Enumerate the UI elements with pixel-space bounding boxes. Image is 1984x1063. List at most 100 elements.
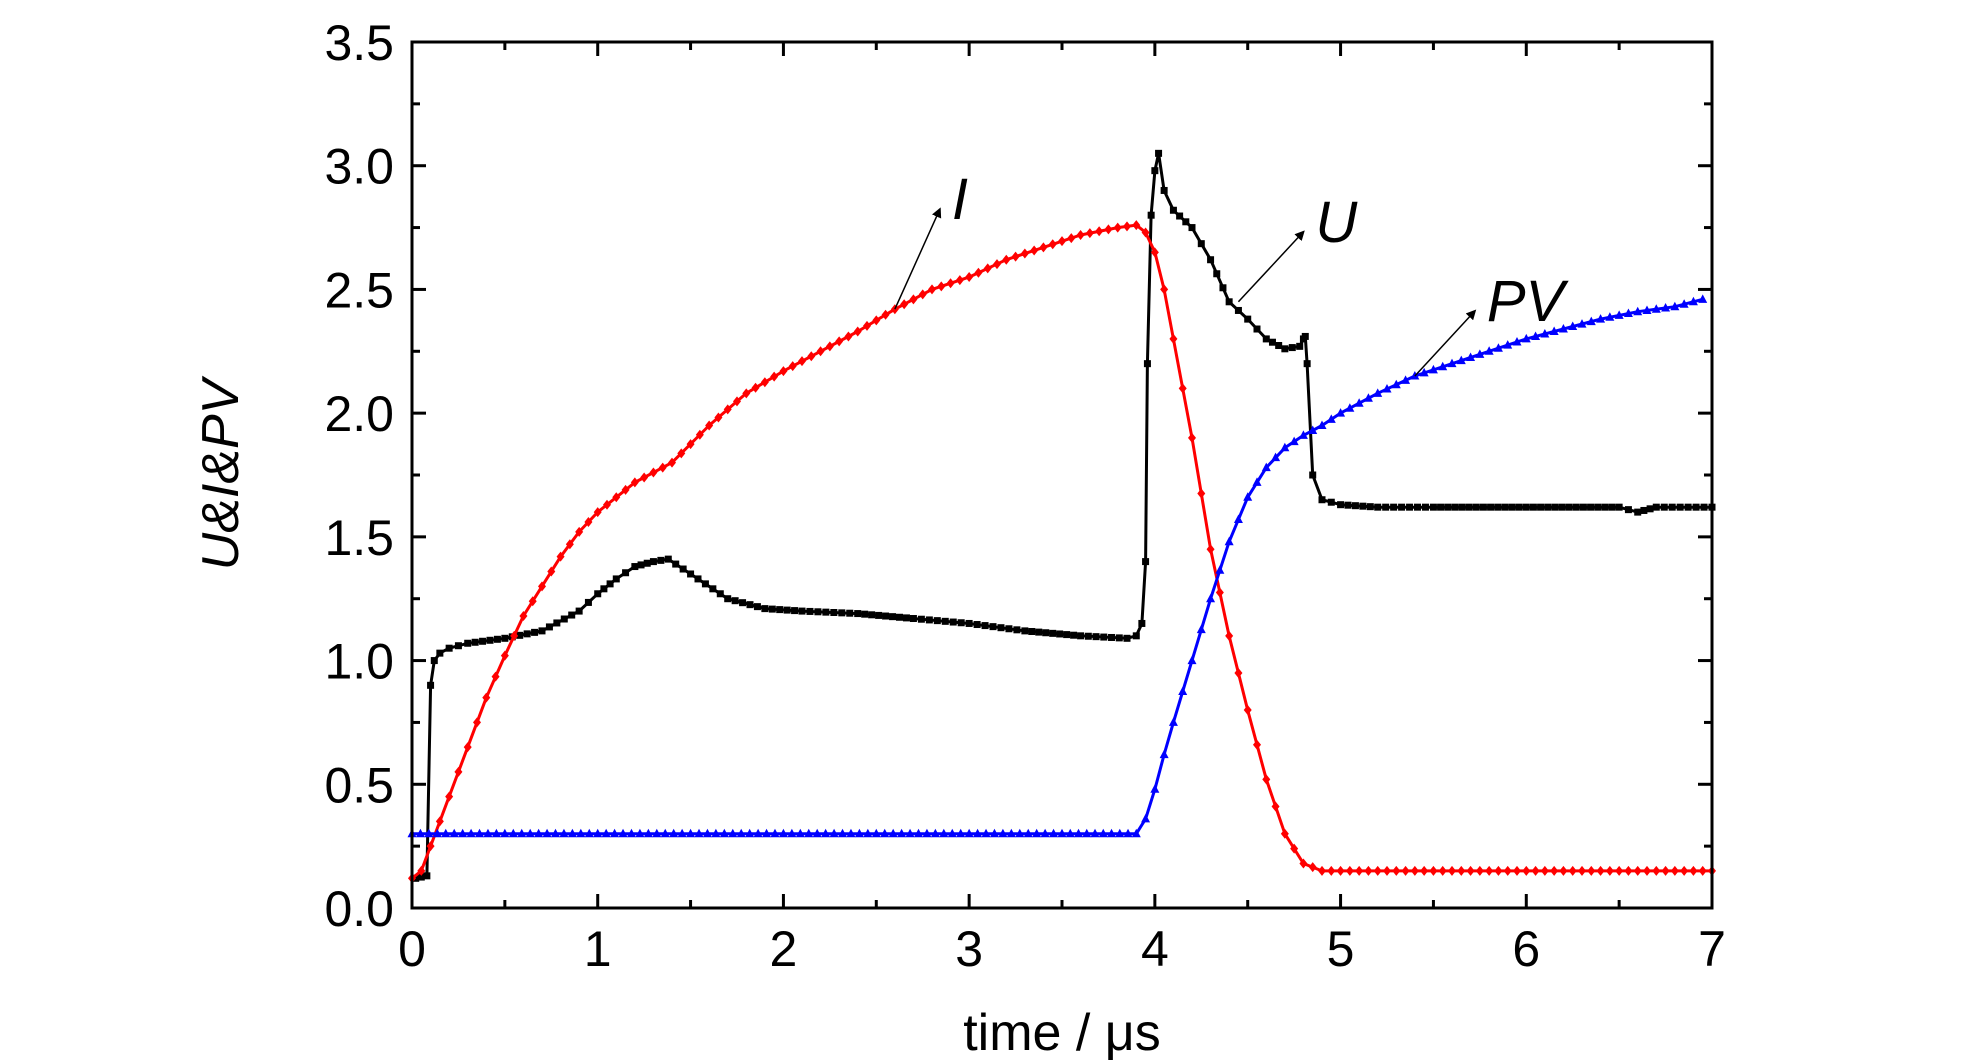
data-point-u — [649, 558, 657, 566]
data-point-u — [973, 621, 981, 629]
data-point-i — [1661, 865, 1670, 876]
data-point-pv — [973, 828, 983, 838]
data-point-u — [1414, 503, 1422, 511]
data-point-u — [1028, 627, 1036, 635]
data-point-u — [1155, 149, 1163, 157]
data-point-i — [1160, 284, 1169, 295]
data-point-u — [1115, 634, 1123, 642]
data-point-i — [751, 382, 760, 393]
data-point-u — [830, 608, 838, 616]
data-point-pv — [1633, 306, 1643, 316]
data-point-pv — [1298, 430, 1308, 439]
x-tick-label: 2 — [770, 921, 798, 977]
data-point-i — [1364, 865, 1373, 876]
data-point-u — [538, 627, 546, 635]
data-point-u — [902, 614, 910, 622]
x-tick-label: 1 — [584, 921, 612, 977]
data-point-u — [1132, 632, 1140, 640]
data-point-pv — [483, 828, 493, 838]
data-point-pv — [534, 828, 544, 838]
data-point-pv — [1466, 352, 1476, 361]
data-point-u — [1390, 503, 1398, 511]
data-point-i — [742, 388, 751, 399]
data-point-pv — [1354, 398, 1364, 407]
data-point-u — [493, 635, 501, 643]
data-point-i — [1401, 865, 1410, 876]
series-pv — [407, 294, 1708, 838]
data-point-i — [1392, 865, 1401, 876]
data-point-u — [1234, 306, 1242, 314]
data-point-u — [882, 612, 890, 620]
data-point-pv — [871, 828, 881, 838]
data-point-i — [1531, 865, 1540, 876]
data-point-pv — [998, 828, 1008, 838]
data-point-i — [1670, 865, 1679, 876]
data-point-pv — [981, 828, 991, 838]
data-point-i — [1615, 865, 1624, 876]
data-point-u — [981, 622, 989, 630]
data-point-pv — [888, 828, 898, 838]
data-point-u — [1160, 186, 1168, 194]
data-point-i — [909, 294, 918, 305]
x-axis-title: time / μs — [963, 1004, 1161, 1062]
data-point-u — [783, 606, 791, 614]
data-point-pv — [517, 828, 527, 838]
data-point-u — [1479, 503, 1487, 511]
data-point-u — [1421, 503, 1429, 511]
data-point-u — [1275, 342, 1283, 350]
data-point-i — [1262, 774, 1271, 785]
data-point-u — [1472, 503, 1480, 511]
series-line-pv — [412, 297, 1704, 836]
data-point-u — [753, 603, 761, 611]
data-point-i — [1058, 236, 1066, 247]
data-point-u — [1537, 503, 1545, 511]
data-point-u — [672, 560, 680, 568]
data-point-pv — [1521, 333, 1531, 343]
data-point-u — [1676, 503, 1684, 511]
data-point-pv — [753, 828, 763, 838]
data-point-u — [1544, 503, 1552, 511]
data-point-pv — [441, 828, 451, 838]
data-point-pv — [1484, 346, 1494, 355]
data-point-i — [1466, 865, 1475, 876]
data-point-pv — [1206, 593, 1216, 603]
data-point-pv — [1215, 565, 1225, 574]
data-point-u — [1382, 503, 1390, 511]
data-point-u — [622, 569, 630, 577]
data-point-i — [1215, 587, 1224, 598]
data-point-pv — [1679, 299, 1689, 308]
data-point-pv — [686, 828, 696, 838]
data-point-i — [1605, 865, 1614, 876]
data-point-u — [1219, 284, 1227, 292]
data-point-pv — [821, 828, 831, 838]
data-point-i — [955, 275, 964, 286]
data-point-i — [798, 356, 806, 367]
data-point-i — [928, 284, 936, 295]
data-point-pv — [702, 828, 712, 838]
data-point-i — [816, 346, 825, 357]
data-point-pv — [1057, 828, 1067, 838]
data-point-i — [918, 289, 927, 300]
data-point-pv — [1688, 296, 1698, 306]
data-point-i — [1355, 865, 1364, 876]
data-point-i — [519, 611, 528, 622]
data-point-u — [1374, 503, 1382, 511]
data-point-u — [694, 575, 702, 583]
data-point-pv — [1549, 326, 1559, 335]
data-point-pv — [660, 828, 670, 838]
data-point-pv — [677, 828, 687, 838]
data-point-pv — [618, 828, 628, 838]
data-point-u — [1558, 503, 1566, 511]
data-point-i — [714, 412, 723, 423]
data-point-pv — [1623, 308, 1633, 318]
data-point-pv — [1252, 477, 1262, 486]
data-point-pv — [804, 828, 814, 838]
data-point-u — [1288, 344, 1296, 352]
data-point-i — [1513, 865, 1521, 876]
data-point-u — [430, 657, 438, 665]
data-point-pv — [1317, 420, 1327, 430]
data-point-u — [471, 638, 479, 646]
data-point-u — [1565, 503, 1573, 511]
data-point-u — [600, 585, 608, 593]
data-point-i — [723, 404, 732, 415]
